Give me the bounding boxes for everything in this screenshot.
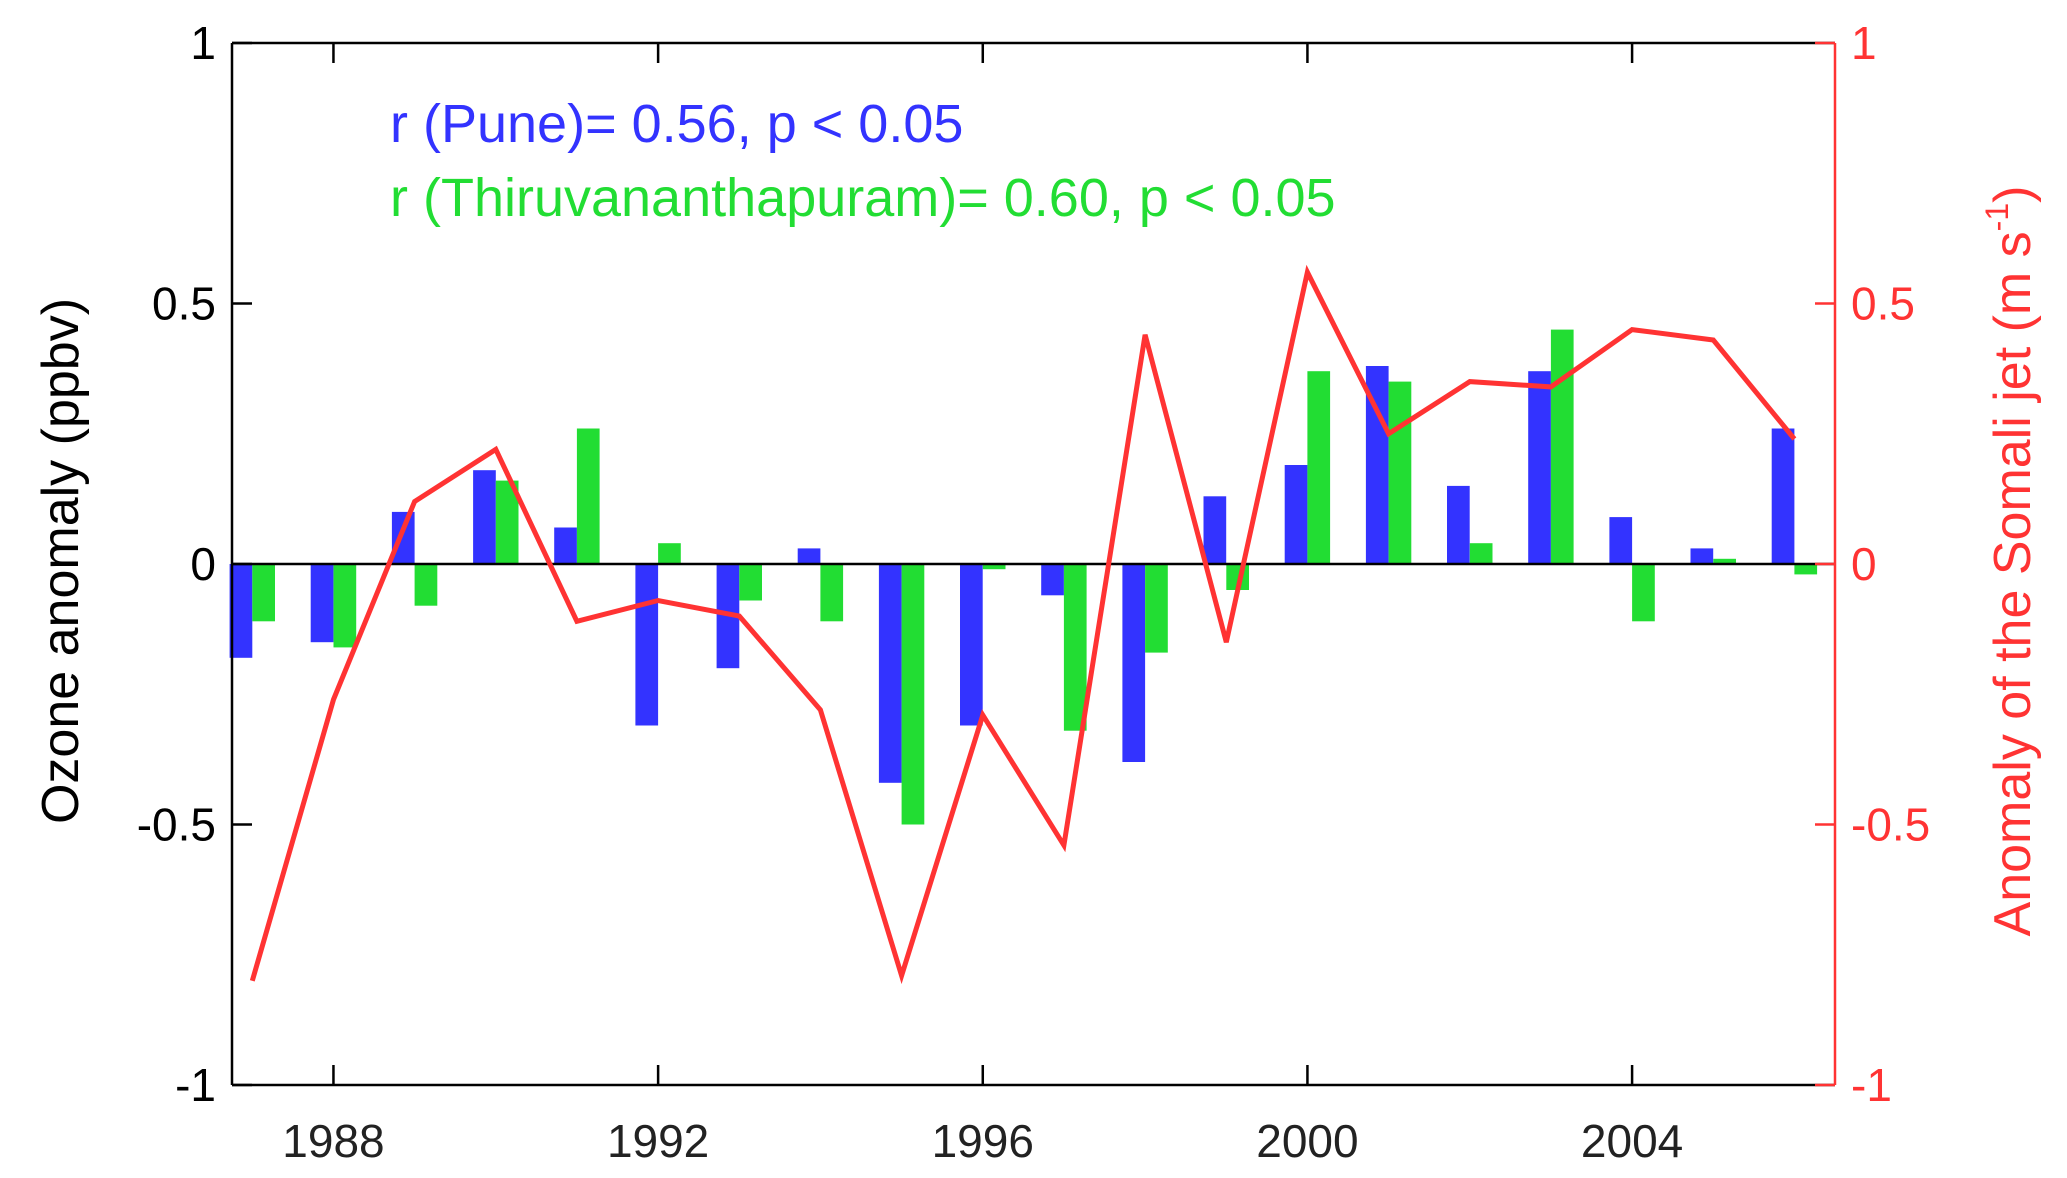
bar-thiruvananthapuram-1997 <box>1063 564 1087 731</box>
annotation-thiruvananthapuram-correlation: r (Thiruvananthapuram)= 0.60, p < 0.05 <box>390 168 1336 228</box>
x-tick-label: 2000 <box>1256 1115 1358 1167</box>
bar-pune-1999 <box>1203 496 1227 564</box>
bar-thiruvananthapuram-2002 <box>1469 543 1493 564</box>
bar-pune-2002 <box>1447 485 1470 564</box>
y-right-tick-label: 0.5 <box>1851 278 1915 330</box>
y-left-tick-label: -1 <box>175 1059 216 1111</box>
bar-thiruvananthapuram-1992 <box>658 543 681 564</box>
ticks-layer: -1 -0.5 0 0.5 1 -1 -0.5 0 0.5 1 1988 1992 1996 2000 20… <box>137 17 1931 1167</box>
bar-pune-1998 <box>1122 564 1146 762</box>
y-right-tick-label: -0.5 <box>1851 799 1930 851</box>
bar-thiruvananthapuram-2000 <box>1307 371 1331 564</box>
bar-pune-2000 <box>1284 465 1308 564</box>
bar-pune-2005 <box>1690 548 1714 564</box>
bar-pune-2001 <box>1365 366 1389 564</box>
bar-pune-1989 <box>391 511 415 564</box>
y-right-tick-label: 0 <box>1851 538 1877 590</box>
bar-thiruvananthapuram-1995 <box>901 564 925 825</box>
bar-thiruvananthapuram-1987 <box>252 564 275 622</box>
y-axis-right-label-suffix: ) <box>1984 186 2042 203</box>
bar-thiruvananthapuram-1996 <box>982 564 1006 570</box>
bar-thiruvananthapuram-1988 <box>333 564 357 648</box>
y-right-tick-label: 1 <box>1851 17 1877 69</box>
bar-thiruvananthapuram-1990 <box>495 480 519 564</box>
bar-thiruvananthapuram-2001 <box>1388 381 1412 564</box>
line-layer <box>249 264 1797 985</box>
x-tick-label: 2004 <box>1581 1115 1683 1167</box>
bar-pune-1992 <box>635 564 659 726</box>
bar-thiruvananthapuram-2004 <box>1632 564 1655 622</box>
annotation-pune-correlation: r (Pune)= 0.56, p < 0.05 <box>390 94 963 154</box>
bar-pune-1990 <box>473 470 496 564</box>
x-tick-label: 1996 <box>932 1115 1034 1167</box>
bar-pune-2006 <box>1771 428 1795 564</box>
bar-pune-2004 <box>1609 517 1633 564</box>
bar-pune-1987 <box>229 564 253 658</box>
bar-thiruvananthapuram-2006 <box>1794 564 1818 575</box>
x-tick-label: 1992 <box>607 1115 709 1167</box>
y-left-tick-label: 0 <box>190 538 216 590</box>
bar-pune-1997 <box>1041 564 1064 596</box>
bar-pune-1994 <box>797 548 821 564</box>
bars-layer <box>229 329 1818 825</box>
bar-thiruvananthapuram-2003 <box>1550 329 1574 564</box>
bar-thiruvananthapuram-1989 <box>414 564 438 606</box>
bar-thiruvananthapuram-1998 <box>1145 564 1168 653</box>
y-right-tick-label: -1 <box>1851 1059 1892 1111</box>
y-axis-right-label: Anomaly of the Somali jet (m s-1) <box>1979 186 2042 937</box>
y-axis-left-label: Ozone anomaly (ppbv) <box>32 298 90 824</box>
bar-pune-1996 <box>960 564 983 726</box>
bar-pune-1988 <box>310 564 334 643</box>
bar-thiruvananthapuram-2005 <box>1713 558 1736 564</box>
y-left-tick-label: 0.5 <box>152 278 216 330</box>
x-tick-label: 1988 <box>282 1115 384 1167</box>
y-axis-right-label-text: Anomaly of the Somali jet (m s <box>1984 231 2042 936</box>
bar-thiruvananthapuram-1991 <box>576 428 600 564</box>
bar-thiruvananthapuram-1994 <box>820 564 844 622</box>
bar-pune-2003 <box>1528 371 1551 564</box>
y-left-tick-label: -0.5 <box>137 799 216 851</box>
somali-jet-line <box>249 264 1797 985</box>
y-axis-right-label-superscript: -1 <box>1979 203 2015 231</box>
bar-pune-1991 <box>554 527 577 564</box>
bar-pune-1995 <box>878 564 902 783</box>
y-left-tick-label: 1 <box>190 17 216 69</box>
bar-thiruvananthapuram-1993 <box>739 564 762 601</box>
